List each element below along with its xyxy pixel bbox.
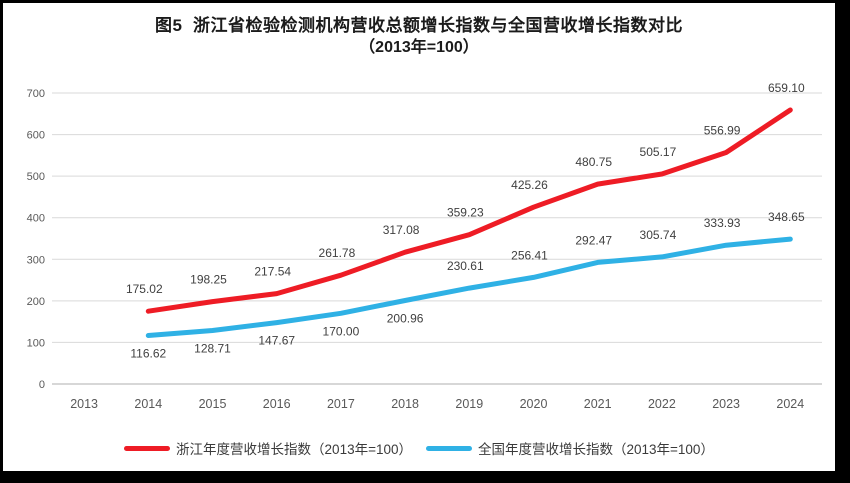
x-axis-tick-label: 2024	[776, 397, 804, 411]
legend-item-zhejiang: 浙江年度营收增长指数（2013年=100）	[124, 438, 412, 458]
series-line-1	[145, 236, 793, 338]
data-point-label: 261.78	[319, 246, 356, 260]
series-line-0	[145, 107, 793, 314]
data-point-label: 230.61	[447, 259, 484, 273]
y-axis-tick-label: 0	[39, 379, 45, 391]
legend-label-national: 全国年度营收增长指数（2013年=100）	[478, 442, 714, 457]
x-axis-tick-label: 2021	[584, 397, 612, 411]
data-point-label: 480.75	[575, 155, 612, 169]
data-point-label: 305.74	[640, 228, 677, 242]
data-point-label: 333.93	[704, 216, 741, 230]
y-axis-tick-label: 700	[27, 88, 45, 100]
y-axis-tick-label: 100	[27, 337, 45, 349]
data-point-label: 175.02	[126, 282, 163, 296]
data-point-label: 170.00	[323, 324, 360, 338]
y-axis-tick-label: 200	[27, 296, 45, 308]
x-axis-tick-label: 2015	[199, 397, 227, 411]
data-point-label: 359.23	[447, 206, 484, 220]
legend-swatch-blue-line	[426, 445, 472, 451]
data-point-label: 200.96	[387, 311, 424, 325]
x-axis-tick-label: 2023	[712, 397, 740, 411]
data-point-label: 116.62	[130, 347, 166, 361]
chart-container: 图5 浙江省检验检测机构营收总额增长指数与全国营收增长指数对比 （2013年=1…	[3, 3, 835, 471]
y-axis-tick-label: 300	[27, 254, 45, 266]
x-axis-tick-label: 2020	[520, 397, 548, 411]
chart-title-line2: （2013年=100）	[359, 39, 479, 57]
y-axis-tick-label: 500	[27, 171, 45, 183]
x-axis-tick-label: 2022	[648, 397, 676, 411]
legend-label-zhejiang: 浙江年度营收增长指数（2013年=100）	[176, 442, 412, 457]
data-point-label: 217.54	[254, 265, 291, 279]
line-chart-plot: 0 100 200 300 400 500 600 700 2013 2014 2015 2016 20…	[27, 81, 822, 411]
y-axis-tick-label: 600	[27, 130, 45, 142]
data-point-label: 348.65	[768, 210, 805, 224]
x-axis-tick-label: 2013	[70, 397, 98, 411]
chart-legend: 浙江年度营收增长指数（2013年=100） 全国年度营收增长指数（2013年=1…	[3, 438, 835, 458]
x-axis-tick-label: 2018	[391, 397, 419, 411]
data-point-label: 292.47	[575, 233, 612, 247]
x-axis-tick-label: 2019	[455, 397, 483, 411]
data-point-label: 256.41	[511, 248, 548, 262]
chart-title: 图5 浙江省检验检测机构营收总额增长指数与全国营收增长指数对比 （2013年=1…	[3, 14, 835, 60]
data-point-label: 425.26	[511, 178, 548, 192]
data-point-label: 198.25	[190, 273, 227, 287]
y-axis-tick-label: 400	[27, 213, 45, 225]
data-point-label: 505.17	[640, 145, 677, 159]
chart-title-line1: 图5 浙江省检验检测机构营收总额增长指数与全国营收增长指数对比	[155, 16, 683, 35]
data-point-label: 128.71	[194, 341, 231, 355]
x-axis-tick-label: 2017	[327, 397, 355, 411]
data-point-label: 317.08	[383, 223, 420, 237]
x-axis-tick-label: 2014	[134, 397, 162, 411]
legend-swatch-red-line	[124, 445, 171, 451]
data-point-label: 556.99	[704, 123, 741, 137]
x-axis-tick-label: 2016	[263, 397, 291, 411]
data-point-label: 659.10	[768, 81, 805, 95]
data-point-label: 147.67	[258, 334, 295, 348]
legend-item-national: 全国年度营收增长指数（2013年=100）	[426, 438, 714, 458]
